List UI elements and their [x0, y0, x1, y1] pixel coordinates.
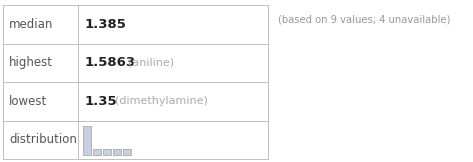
Text: highest: highest: [9, 56, 53, 69]
Text: (based on 9 values; 4 unavailable): (based on 9 values; 4 unavailable): [278, 14, 450, 24]
Text: lowest: lowest: [9, 95, 47, 108]
Bar: [83, 126, 91, 155]
Bar: [123, 149, 131, 155]
Bar: [113, 149, 121, 155]
Text: (aniline): (aniline): [128, 58, 174, 68]
Text: median: median: [9, 18, 53, 31]
Text: 1.35: 1.35: [85, 95, 118, 108]
Bar: [103, 149, 111, 155]
Bar: [93, 149, 101, 155]
Text: (dimethylamine): (dimethylamine): [115, 96, 208, 106]
Text: 1.385: 1.385: [85, 18, 127, 31]
Text: distribution: distribution: [9, 133, 77, 146]
Text: 1.5863: 1.5863: [85, 56, 136, 69]
